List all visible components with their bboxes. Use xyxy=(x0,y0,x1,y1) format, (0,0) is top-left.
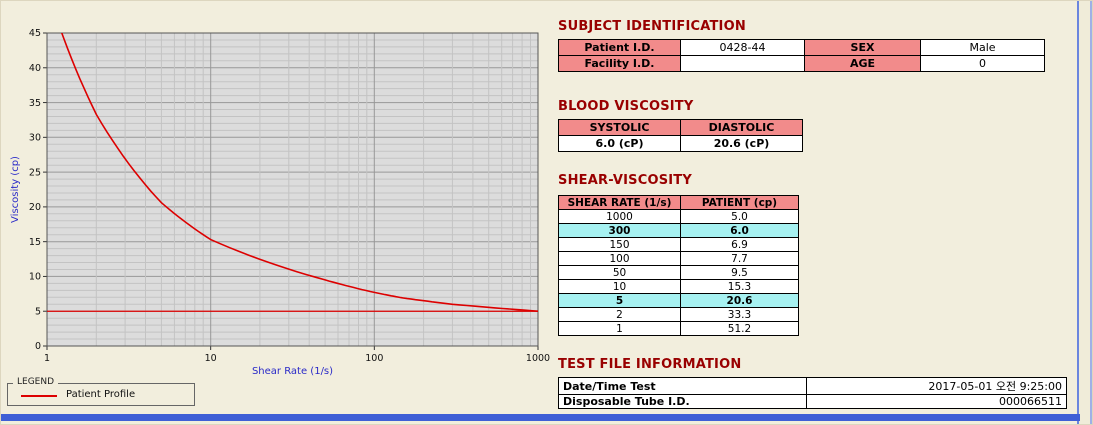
patient-cp-cell: 6.9 xyxy=(680,237,799,252)
section-title-test-file-information: TEST FILE INFORMATION xyxy=(558,357,742,372)
date-time-test-value: 2017-05-01 오전 9:25:00 xyxy=(806,377,1067,395)
shear-rate-cell: 100 xyxy=(558,251,681,266)
shear-rate-cell: 150 xyxy=(558,237,681,252)
facility-id-value xyxy=(680,55,805,72)
shear-viscosity-chart: 0 5 10 15 20 25 30 35 40 45 1 10 100 1000 Shear Rate (… xyxy=(10,28,550,377)
table-row: 2 33.3 xyxy=(558,307,799,322)
shear-rate-cell: 2 xyxy=(558,307,681,322)
shear-rate-cell: 1000 xyxy=(558,209,681,224)
sex-value: Male xyxy=(920,39,1045,56)
patient-profile-line-swatch xyxy=(21,395,57,397)
table-row: 1 51.2 xyxy=(558,321,799,336)
table-row: 5 20.6 xyxy=(558,293,799,308)
age-label: AGE xyxy=(804,55,921,72)
svg-text:15: 15 xyxy=(29,237,41,248)
subject-identification-table: Patient I.D. 0428-44 SEX Male Facility I… xyxy=(558,39,1045,72)
table-row: Facility I.D. AGE 0 xyxy=(558,55,1045,72)
patient-cp-cell: 9.5 xyxy=(680,265,799,280)
diastolic-value: 20.6 (cP) xyxy=(680,135,803,152)
table-row: Date/Time Test 2017-05-01 오전 9:25:00 xyxy=(558,377,1067,395)
svg-text:10: 10 xyxy=(205,353,217,364)
table-row: Disposable Tube I.D. 000066511 xyxy=(558,394,1067,409)
svg-text:1000: 1000 xyxy=(526,353,550,364)
shear-rate-cell: 10 xyxy=(558,279,681,294)
patient-cp-cell: 20.6 xyxy=(680,293,799,308)
shear-rate-cell: 300 xyxy=(558,223,681,238)
bottom-accent-bar xyxy=(1,414,1080,421)
svg-text:100: 100 xyxy=(365,353,383,364)
disposable-tube-id-value: 000066511 xyxy=(806,394,1067,409)
shear-rate-cell: 1 xyxy=(558,321,681,336)
shear-viscosity-table: SHEAR RATE (1/s) PATIENT (cp) 1000 5.0 3… xyxy=(558,195,799,336)
patient-id-value: 0428-44 xyxy=(680,39,805,56)
table-row: Patient I.D. 0428-44 SEX Male xyxy=(558,39,1045,56)
svg-text:0: 0 xyxy=(35,341,41,352)
table-row: 100 7.7 xyxy=(558,251,799,266)
table-row: 1000 5.0 xyxy=(558,209,799,224)
shear-rate-cell: 5 xyxy=(558,293,681,308)
section-title-blood-viscosity: BLOOD VISCOSITY xyxy=(558,99,694,114)
viscosity-chart-panel: 0 5 10 15 20 25 30 35 40 45 1 10 100 1000 Shear Rate (… xyxy=(7,17,559,419)
patient-id-label: Patient I.D. xyxy=(558,39,681,56)
svg-text:10: 10 xyxy=(29,272,41,283)
svg-text:5: 5 xyxy=(35,306,41,317)
report-panel: SUBJECT IDENTIFICATION Patient I.D. 0428… xyxy=(558,19,1070,419)
svg-text:30: 30 xyxy=(29,133,41,144)
svg-text:20: 20 xyxy=(29,202,41,213)
svg-text:45: 45 xyxy=(29,28,41,39)
legend-box: LEGEND Patient Profile xyxy=(7,377,195,406)
shear-rate-header: SHEAR RATE (1/s) xyxy=(558,195,681,210)
table-row: 150 6.9 xyxy=(558,237,799,252)
patient-cp-cell: 6.0 xyxy=(680,223,799,238)
table-row: 10 15.3 xyxy=(558,279,799,294)
section-title-shear-viscosity: SHEAR-VISCOSITY xyxy=(558,173,692,188)
table-row: SYSTOLIC DIASTOLIC xyxy=(558,119,803,136)
blood-viscosity-table: SYSTOLIC DIASTOLIC 6.0 (cP) 20.6 (cP) xyxy=(558,119,803,152)
table-header-row: SHEAR RATE (1/s) PATIENT (cp) xyxy=(558,195,799,210)
svg-text:35: 35 xyxy=(29,98,41,109)
legend-entry-patient-profile: Patient Profile xyxy=(66,389,136,400)
patient-cp-cell: 33.3 xyxy=(680,307,799,322)
svg-text:1: 1 xyxy=(44,353,50,364)
date-time-test-label: Date/Time Test xyxy=(558,377,807,395)
table-row: 50 9.5 xyxy=(558,265,799,280)
age-value: 0 xyxy=(920,55,1045,72)
table-row: 6.0 (cP) 20.6 (cP) xyxy=(558,135,803,152)
patient-cp-cell: 5.0 xyxy=(680,209,799,224)
facility-id-label: Facility I.D. xyxy=(558,55,681,72)
systolic-value: 6.0 (cP) xyxy=(558,135,681,152)
shear-rate-cell: 50 xyxy=(558,265,681,280)
svg-text:Viscosity (cp): Viscosity (cp) xyxy=(10,156,21,223)
svg-text:40: 40 xyxy=(29,63,41,74)
systolic-header: SYSTOLIC xyxy=(558,119,681,136)
disposable-tube-id-label: Disposable Tube I.D. xyxy=(558,394,807,409)
patient-cp-cell: 51.2 xyxy=(680,321,799,336)
legend-title: LEGEND xyxy=(13,377,59,387)
svg-text:25: 25 xyxy=(29,167,41,178)
diastolic-header: DIASTOLIC xyxy=(680,119,803,136)
table-row: 300 6.0 xyxy=(558,223,799,238)
patient-cp-header: PATIENT (cp) xyxy=(680,195,799,210)
section-title-subject-identification: SUBJECT IDENTIFICATION xyxy=(558,19,746,34)
patient-cp-cell: 15.3 xyxy=(680,279,799,294)
test-file-information-table: Date/Time Test 2017-05-01 오전 9:25:00 Dis… xyxy=(558,377,1067,409)
svg-text:Shear Rate (1/s): Shear Rate (1/s) xyxy=(252,366,333,377)
right-scrollbar-strip[interactable] xyxy=(1077,1,1092,424)
patient-cp-cell: 7.7 xyxy=(680,251,799,266)
sex-label: SEX xyxy=(804,39,921,56)
